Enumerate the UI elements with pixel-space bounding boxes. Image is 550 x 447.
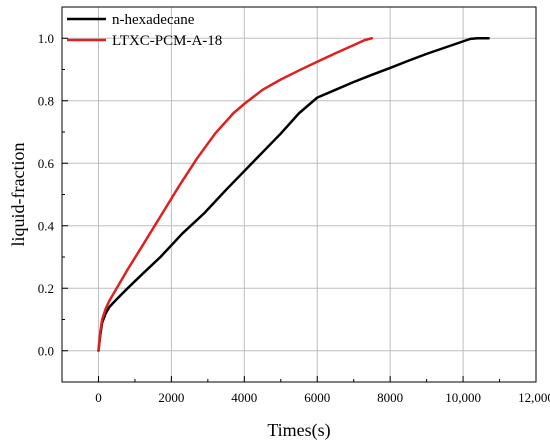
series-line-ltxc-pcm-a-18	[97, 37, 374, 352]
axis-ticks: 0 2000 4000 6000 8000 10,000 12,000 0.0 0.2 0.4 0.…	[38, 6, 550, 405]
grid-lines	[62, 7, 537, 382]
x-tick-label: 12,000	[518, 390, 550, 405]
series-lines	[97, 37, 490, 352]
legend-label-n-hexadecane: n-hexadecane	[112, 12, 195, 28]
y-axis-title: liquid-fraction	[8, 143, 28, 247]
x-tick-label: 4000	[231, 390, 257, 405]
y-tick-label: 0.0	[38, 343, 54, 358]
x-tick-label: 8000	[377, 390, 403, 405]
x-tick-label: 6000	[304, 390, 330, 405]
y-tick-label: 0.2	[38, 281, 54, 296]
x-tick-label: 0	[95, 390, 102, 405]
x-axis-title: Times(s)	[267, 420, 330, 441]
y-tick-label: 0.4	[38, 218, 55, 233]
legend: n-hexadecane LTXC-PCM-A-18	[67, 12, 222, 49]
series-line-n-hexadecane	[97, 37, 490, 352]
y-tick-label: 0.6	[38, 156, 55, 171]
y-tick-label: 0.8	[38, 93, 54, 108]
x-tick-label: 10,000	[445, 390, 481, 405]
x-tick-label: 2000	[158, 390, 184, 405]
legend-label-ltxc-pcm-a-18: LTXC-PCM-A-18	[112, 33, 222, 49]
y-tick-label: 1.0	[38, 31, 54, 46]
